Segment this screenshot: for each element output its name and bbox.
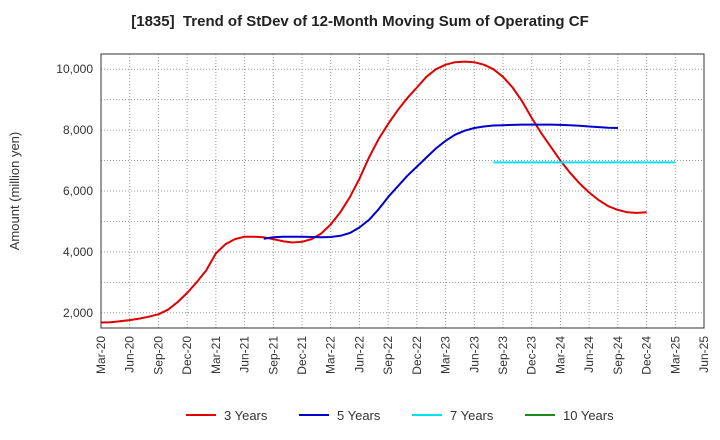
chart-title: [1835] Trend of StDev of 12-Month Moving… <box>131 13 589 30</box>
y-axis-title: Amount (million yen) <box>7 132 22 251</box>
series-layer <box>100 60 676 324</box>
x-tick-label: Dec-23 <box>525 336 539 375</box>
x-tick-label: Dec-21 <box>295 336 309 375</box>
y-tick-label: 8,000 <box>63 123 93 137</box>
x-tick-label: Dec-24 <box>640 336 654 375</box>
x-tick-label: Jun-20 <box>123 336 137 373</box>
y-tick-label: 10,000 <box>56 62 93 76</box>
x-tick-label: Mar-23 <box>439 336 453 374</box>
x-tick-label: Mar-24 <box>553 336 567 374</box>
y-tick-labels: 2,000 4,000 6,000 8,000 10,000 <box>56 62 93 320</box>
series-line-5-years <box>263 123 618 240</box>
plot-area <box>101 54 704 328</box>
x-tick-label: Mar-22 <box>324 336 338 374</box>
x-tick-label: Jun-24 <box>582 336 596 373</box>
x-tick-label: Sep-20 <box>151 336 165 375</box>
y-tick-label: 4,000 <box>63 245 93 259</box>
x-tick-labels: Mar-20 Jun-20 Sep-20 Dec-20 Mar-21 Jun-21 Sep-… <box>94 336 711 375</box>
x-tick-label: Sep-21 <box>266 336 280 375</box>
x-tick-label: Jun-23 <box>467 336 481 373</box>
x-tick-label: Jun-25 <box>697 336 711 373</box>
x-tick-label: Mar-20 <box>94 336 108 374</box>
x-tick-label: Dec-22 <box>410 336 424 375</box>
y-tick-label: 6,000 <box>63 184 93 198</box>
x-tick-label: Mar-25 <box>668 336 682 374</box>
x-tick-label: Jun-21 <box>238 336 252 373</box>
y-tick-label: 2,000 <box>63 306 93 320</box>
legend-label: 3 Years <box>224 408 268 423</box>
x-tick-label: Jun-22 <box>352 336 366 373</box>
x-tick-label: Sep-22 <box>381 336 395 375</box>
x-tick-label: Mar-21 <box>209 336 223 374</box>
legend-label: 10 Years <box>563 408 614 423</box>
legend-label: 7 Years <box>450 408 494 423</box>
legend: 3 Years 5 Years 7 Years 10 Years <box>186 408 614 423</box>
x-tick-label: Dec-20 <box>180 336 194 375</box>
x-tick-label: Sep-23 <box>496 336 510 375</box>
plot-frame <box>100 53 705 329</box>
legend-label: 5 Years <box>337 408 381 423</box>
grid-layer <box>101 54 704 328</box>
series-line-3-years <box>100 60 647 324</box>
x-tick-label: Sep-24 <box>611 336 625 375</box>
